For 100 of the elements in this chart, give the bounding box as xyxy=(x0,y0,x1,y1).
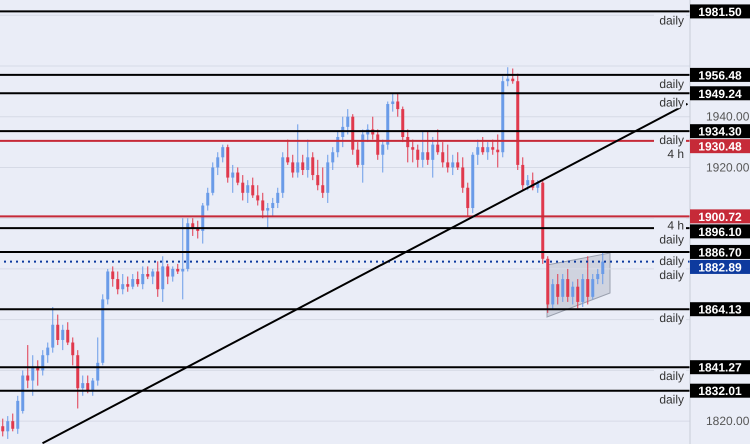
y-tick-label: 1940.00 xyxy=(706,110,750,124)
candlestick xyxy=(66,322,70,346)
candlestick xyxy=(31,354,34,396)
candlestick xyxy=(61,324,64,351)
candlestick xyxy=(206,187,210,212)
candlestick xyxy=(111,266,114,288)
candlestick xyxy=(571,281,574,305)
candlestick xyxy=(581,274,584,308)
candlestick xyxy=(26,344,30,389)
candlestick xyxy=(46,342,50,364)
candlestick xyxy=(36,360,40,386)
ref-line-label: 1882.89 xyxy=(698,260,742,274)
candlestick xyxy=(301,154,304,176)
candlestick xyxy=(221,144,224,163)
candlestick xyxy=(56,314,60,346)
y-tick-label: 1920.00 xyxy=(706,160,750,174)
candlestick xyxy=(426,131,430,166)
candlestick xyxy=(156,260,160,298)
candlestick xyxy=(81,374,84,396)
candlestick xyxy=(421,131,424,168)
candlestick xyxy=(131,274,134,290)
candlestick xyxy=(266,202,270,229)
candlestick xyxy=(121,274,124,295)
candlestick xyxy=(376,128,380,160)
annotation: daily xyxy=(659,268,684,282)
candlestick xyxy=(551,278,554,310)
candlestick xyxy=(601,251,604,285)
candlestick xyxy=(316,159,320,191)
candlestick xyxy=(411,139,414,163)
ref-line-label: 1934.30 xyxy=(698,124,742,139)
candlestick xyxy=(256,184,260,206)
candlestick xyxy=(561,274,564,302)
candlestick xyxy=(586,256,590,305)
candlestick xyxy=(171,266,174,282)
ref-line-label: 1956.48 xyxy=(698,68,742,82)
ref-line-label: 1930.48 xyxy=(698,140,742,154)
candlestick xyxy=(241,174,244,201)
ref-line-label: 1896.10 xyxy=(698,224,742,239)
candlestick xyxy=(236,166,240,186)
candlestick xyxy=(291,154,294,178)
candlestick xyxy=(321,166,324,198)
candlestick xyxy=(461,156,464,194)
candlestick xyxy=(286,139,290,166)
candlestick xyxy=(11,413,14,432)
annotation: daily xyxy=(659,133,684,148)
candlestick xyxy=(466,182,470,217)
ref-line-label: 1900.72 xyxy=(698,210,742,224)
annotation: daily xyxy=(659,232,684,246)
candlestick xyxy=(476,139,480,166)
candlestick xyxy=(146,266,150,280)
candlestick xyxy=(181,218,184,300)
candlestick xyxy=(261,192,264,219)
candlestick xyxy=(246,180,250,204)
candlestick xyxy=(591,274,594,300)
annotation: daily xyxy=(659,392,684,407)
candlestick xyxy=(356,142,360,168)
candlestick xyxy=(566,268,570,302)
annotation: daily xyxy=(659,311,684,326)
ref-line-label: 1981.50 xyxy=(698,4,742,19)
candlestick xyxy=(346,108,350,135)
candlestick xyxy=(556,274,560,305)
candlestick xyxy=(231,164,234,194)
candlestick xyxy=(126,276,130,292)
candlestick xyxy=(116,270,120,295)
candlestick xyxy=(416,144,420,168)
ref-line-label: 1841.27 xyxy=(698,360,742,375)
ref-line-label: 1886.70 xyxy=(698,245,742,260)
candlestick xyxy=(251,177,254,198)
candlestick xyxy=(6,416,10,440)
y-tick-label: 1820.00 xyxy=(706,414,750,428)
candlestick xyxy=(491,139,494,156)
annotation: daily xyxy=(659,13,684,28)
candlestick xyxy=(431,136,434,178)
ref-line-label: 1832.01 xyxy=(698,384,742,398)
candlestick xyxy=(381,139,384,174)
candlestick xyxy=(391,92,394,112)
candlestick xyxy=(331,146,334,170)
candlestick xyxy=(451,154,454,176)
candlestick xyxy=(311,152,314,181)
ref-line-label: 1949.24 xyxy=(698,86,742,101)
candlestick xyxy=(521,156,524,191)
candlestick xyxy=(496,134,500,168)
candlestick xyxy=(446,144,450,174)
candlestick xyxy=(141,266,144,290)
annotation: daily xyxy=(659,254,684,268)
candlestick xyxy=(506,66,510,87)
candlestick xyxy=(161,256,164,302)
candlestick xyxy=(306,139,310,178)
candlestick xyxy=(166,263,170,285)
candlestick xyxy=(456,152,460,170)
candlestick xyxy=(596,268,600,285)
candlestick xyxy=(576,278,580,309)
candlestick xyxy=(216,152,220,176)
candlestick xyxy=(441,142,444,168)
candlestick xyxy=(481,136,484,156)
candlestick xyxy=(396,93,400,118)
annotation: daily xyxy=(659,76,684,91)
ref-line-label: 1864.13 xyxy=(698,302,742,317)
candlestick xyxy=(136,270,140,288)
candlestick xyxy=(276,187,280,209)
